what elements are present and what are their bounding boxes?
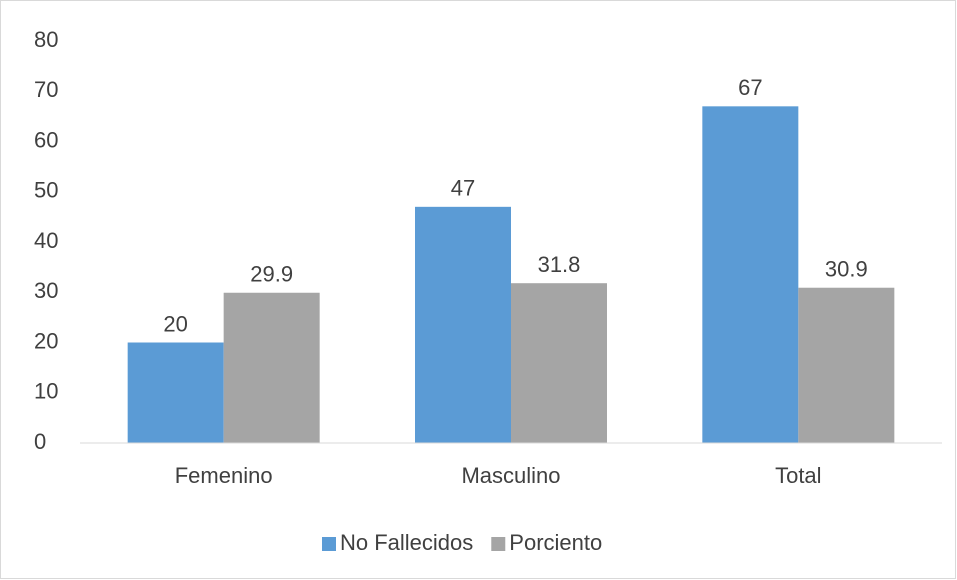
y-tick-label: 10 bbox=[34, 379, 58, 404]
y-tick-label: 20 bbox=[34, 328, 58, 353]
bar bbox=[511, 283, 607, 443]
x-tick-label: Femenino bbox=[175, 463, 273, 488]
legend-label: Porciento bbox=[509, 530, 602, 555]
y-tick-label: 50 bbox=[34, 178, 58, 203]
y-tick-label: 60 bbox=[34, 127, 58, 152]
bar bbox=[702, 106, 799, 443]
y-tick-label: 0 bbox=[34, 429, 46, 454]
data-label: 47 bbox=[451, 176, 475, 201]
legend-swatch bbox=[491, 537, 506, 551]
data-label: 20 bbox=[163, 311, 187, 336]
y-tick-label: 30 bbox=[34, 278, 58, 303]
y-tick-label: 80 bbox=[34, 27, 58, 52]
x-tick-label: Masculino bbox=[461, 463, 560, 488]
legend-swatch bbox=[322, 537, 336, 551]
bar bbox=[798, 287, 895, 443]
y-tick-label: 70 bbox=[34, 77, 58, 102]
bar bbox=[415, 206, 511, 443]
data-label: 30.9 bbox=[825, 257, 868, 282]
bar bbox=[127, 342, 224, 443]
data-label: 29.9 bbox=[250, 262, 293, 287]
legend-label: No Fallecidos bbox=[340, 530, 473, 555]
x-tick-label: Total bbox=[775, 463, 821, 488]
bar bbox=[223, 292, 320, 443]
y-tick-label: 40 bbox=[34, 228, 58, 253]
data-label: 67 bbox=[738, 75, 762, 100]
data-label: 31.8 bbox=[538, 252, 581, 277]
